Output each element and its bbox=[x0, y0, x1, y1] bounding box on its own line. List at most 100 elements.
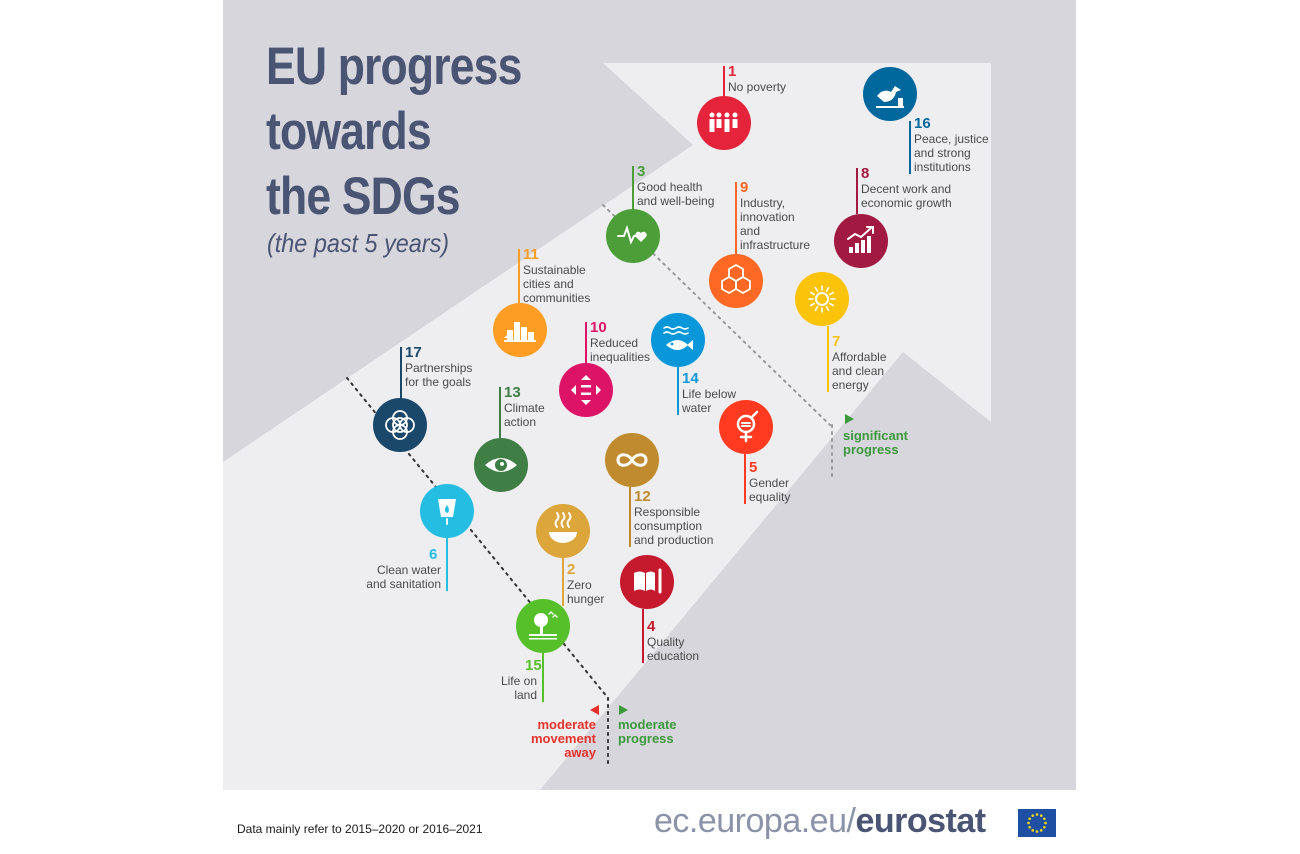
goal-label: Life below water bbox=[682, 387, 737, 415]
page-title-line-1: EU progress bbox=[266, 37, 522, 96]
gender-icon bbox=[736, 410, 759, 443]
flag-star bbox=[1028, 817, 1031, 821]
sdg-goal-15 bbox=[516, 599, 570, 702]
goal-number: 1 bbox=[728, 63, 737, 80]
goal-number: 11 bbox=[523, 246, 539, 263]
sdg-goal-3 bbox=[606, 166, 660, 263]
goal-circle-10 bbox=[559, 363, 613, 417]
flag-star bbox=[1043, 817, 1046, 821]
flag-star bbox=[1039, 829, 1043, 832]
goal-number: 7 bbox=[832, 333, 841, 350]
flag-star bbox=[1035, 830, 1039, 833]
heartbeat-icon bbox=[617, 224, 647, 245]
goal-label: Quality education bbox=[647, 635, 700, 663]
goal-label: Decent work and economic growth bbox=[861, 182, 952, 210]
page-title-line-2: towards bbox=[266, 102, 432, 161]
brand-name: eurostat bbox=[855, 802, 986, 840]
growth-chart-icon bbox=[847, 226, 874, 253]
city-icon bbox=[504, 322, 536, 342]
brand-prefix: ec.europa.eu/ bbox=[654, 802, 856, 840]
goal-label: Reduced inequalities bbox=[590, 336, 651, 364]
eu-flag-icon bbox=[1018, 809, 1056, 837]
sdg-goal-4 bbox=[620, 555, 674, 663]
goal-label: Peace, justice and strong institutions bbox=[914, 132, 989, 174]
moderate-away-marker-icon bbox=[590, 705, 599, 715]
goal-label: No poverty bbox=[728, 80, 787, 94]
goal-number: 17 bbox=[405, 344, 422, 361]
goal-number: 10 bbox=[590, 319, 607, 336]
goal-number: 9 bbox=[740, 179, 749, 196]
rings-icon bbox=[385, 410, 415, 440]
goal-label: Zero hunger bbox=[567, 578, 605, 606]
cubes-icon bbox=[721, 263, 751, 295]
goal-number: 14 bbox=[682, 370, 699, 387]
goal-number: 15 bbox=[525, 657, 542, 674]
sdg-goal-6 bbox=[420, 484, 474, 591]
footer-note: Data mainly refer to 2015–2020 or 2016–2… bbox=[237, 822, 483, 836]
goal-circle-7 bbox=[795, 272, 849, 326]
goal-label: Good health and well-being bbox=[637, 180, 715, 208]
water-drop-icon bbox=[438, 499, 456, 525]
goal-number: 13 bbox=[504, 384, 521, 401]
dove-icon bbox=[876, 86, 904, 108]
bowl-icon bbox=[549, 512, 577, 543]
eurostat-brand[interactable]: ec.europa.eu/eurostat bbox=[654, 802, 986, 841]
book-pencil-icon bbox=[634, 568, 662, 594]
flag-star bbox=[1031, 814, 1035, 817]
flag-star bbox=[1028, 825, 1031, 829]
sdg-goal-8 bbox=[834, 168, 888, 268]
moderate-movement-away-label: moderate movement away bbox=[530, 717, 596, 760]
sdg-goal-14 bbox=[651, 313, 705, 415]
significant-progress-label: significant progress bbox=[843, 428, 909, 457]
goal-circle-1 bbox=[697, 96, 751, 150]
goal-number: 8 bbox=[861, 165, 870, 182]
flag-star bbox=[1027, 821, 1030, 825]
goal-number: 4 bbox=[647, 618, 656, 635]
goal-number: 3 bbox=[637, 163, 646, 180]
sdg-goal-12 bbox=[605, 433, 659, 547]
tree-icon bbox=[529, 611, 558, 640]
threshold-line-moderate bbox=[346, 377, 609, 699]
sdg-goal-11 bbox=[493, 249, 547, 357]
flag-star bbox=[1044, 821, 1047, 825]
moderate-progress-marker-icon bbox=[619, 705, 628, 715]
sdg-goal-2 bbox=[536, 504, 590, 606]
sdg-goal-16 bbox=[863, 67, 917, 174]
family-icon bbox=[709, 112, 738, 132]
sdg-goal-17 bbox=[373, 347, 427, 452]
goal-label: Clean water and sanitation bbox=[366, 563, 441, 591]
flag-star bbox=[1043, 825, 1046, 829]
goal-label: Sustainable cities and communities bbox=[523, 263, 591, 305]
sdg-goal-7 bbox=[795, 272, 849, 392]
page-subtitle: (the past 5 years) bbox=[267, 228, 450, 258]
goal-label: Partnerships for the goals bbox=[405, 361, 473, 389]
goal-number: 5 bbox=[749, 459, 758, 476]
sun-icon bbox=[808, 285, 836, 313]
goal-label: Climate action bbox=[504, 401, 545, 429]
flag-star bbox=[1035, 813, 1039, 816]
sdg-goal-10 bbox=[559, 322, 613, 417]
goal-number: 12 bbox=[634, 488, 651, 505]
sdg-goal-9 bbox=[709, 182, 763, 308]
goal-number: 2 bbox=[567, 561, 576, 578]
goal-circle-2 bbox=[536, 504, 590, 558]
goal-number: 16 bbox=[914, 115, 931, 132]
moderate-progress-label: moderate progress bbox=[618, 717, 677, 746]
equality-arrows-icon bbox=[571, 375, 601, 405]
eye-globe-icon bbox=[485, 458, 517, 472]
sdg-goal-5 bbox=[719, 400, 773, 504]
significant-progress-marker-icon bbox=[845, 414, 854, 424]
sdg-goal-13 bbox=[474, 387, 528, 492]
goal-label: Industry, innovation and infrastructure bbox=[740, 196, 811, 252]
goal-number: 6 bbox=[429, 546, 438, 563]
goal-label: Life on land bbox=[500, 674, 537, 702]
progress-arrow bbox=[223, 63, 991, 790]
fish-icon bbox=[663, 326, 693, 350]
infinity-icon bbox=[616, 453, 648, 467]
goal-label: Responsible consumption and production bbox=[634, 505, 714, 547]
flag-star bbox=[1039, 814, 1043, 817]
goal-label: Affordable and clean energy bbox=[832, 350, 887, 392]
sdg-goal-1 bbox=[697, 66, 751, 150]
flag-star bbox=[1031, 829, 1035, 832]
